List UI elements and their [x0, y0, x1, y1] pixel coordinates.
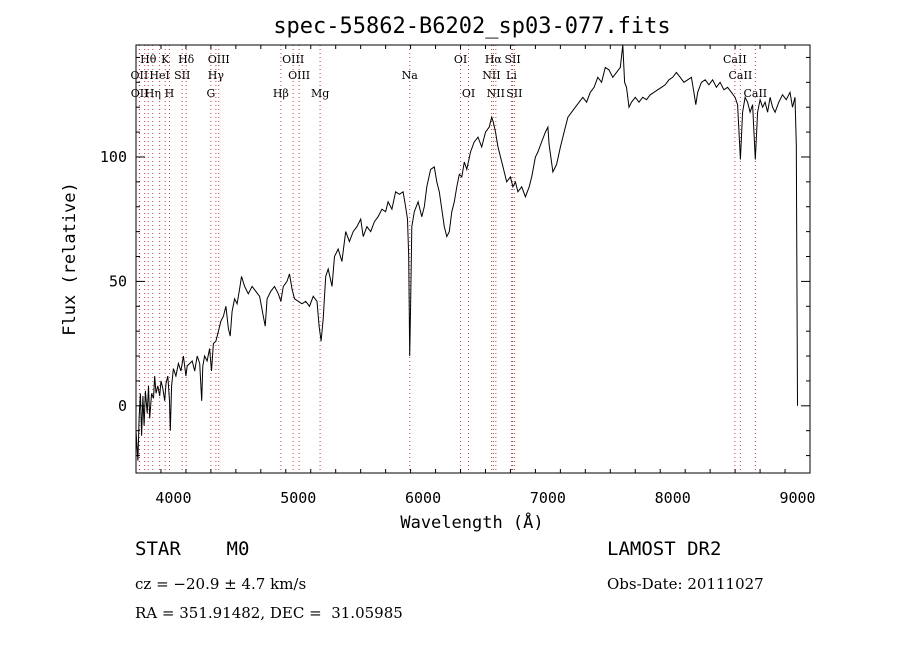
- redshift-velocity: cz = −20.9 ± 4.7 km/s: [135, 575, 307, 593]
- line-label: SII: [506, 87, 522, 100]
- x-axis: 4000 5000 6000 7000 8000 9000: [135, 45, 816, 507]
- x-tick-label: 8000: [655, 489, 691, 507]
- line-label: SII: [504, 53, 520, 66]
- chart-title: spec-55862-B6202_sp03-077.fits: [273, 14, 670, 39]
- survey-name: LAMOST DR2: [607, 538, 722, 560]
- line-label: OI: [454, 53, 467, 66]
- line-label: OIII: [208, 53, 230, 66]
- x-axis-label: Wavelength (Å): [400, 511, 543, 533]
- y-axis: 0 50 100: [100, 56, 810, 457]
- line-label: OI: [462, 87, 475, 100]
- line-label: K: [161, 53, 170, 66]
- observation-date: Obs-Date: 20111027: [607, 575, 764, 593]
- sky-coordinates: RA = 351.91482, DEC = 31.05985: [135, 604, 403, 622]
- line-label: Hθ: [140, 53, 157, 66]
- line-label: HeI: [149, 69, 169, 82]
- line-label: Li: [506, 69, 517, 82]
- line-label: CaII: [743, 87, 767, 100]
- x-tick-label: 6000: [405, 489, 441, 507]
- line-label: OIII: [282, 53, 304, 66]
- line-label: Hδ: [178, 53, 195, 66]
- spectrum-line: [135, 44, 798, 461]
- line-label: CaII: [723, 53, 747, 66]
- line-markers: [138, 45, 756, 473]
- y-tick-label: 0: [118, 397, 127, 415]
- spectrum-chart: spec-55862-B6202_sp03-077.fits Hθ K Hδ OIII…: [60, 14, 816, 533]
- line-label: Hα: [485, 53, 503, 66]
- line-label: CaII: [729, 69, 753, 82]
- line-label: OII: [131, 69, 149, 82]
- line-label: OII: [131, 87, 149, 100]
- x-tick-label: 5000: [280, 489, 316, 507]
- y-tick-label: 100: [100, 148, 127, 166]
- x-tick-label: 4000: [155, 489, 191, 507]
- line-label: Na: [402, 69, 419, 82]
- line-label: Hη: [145, 87, 161, 100]
- y-tick-label: 50: [109, 272, 127, 290]
- object-class: STAR M0: [135, 538, 250, 560]
- line-label: H: [165, 87, 175, 100]
- plot-frame: [135, 44, 811, 474]
- line-label: NII: [487, 87, 505, 100]
- line-label: G: [206, 87, 215, 100]
- x-tick-label: 7000: [530, 489, 566, 507]
- line-label: Hγ: [208, 69, 225, 82]
- line-label: OIII: [288, 69, 310, 82]
- line-label: NII: [482, 69, 500, 82]
- x-tick-label: 9000: [779, 489, 815, 507]
- y-axis-label: Flux (relative): [60, 182, 80, 336]
- line-label: Hβ: [273, 87, 289, 100]
- line-label: Mg: [311, 87, 329, 100]
- line-label: SII: [174, 69, 190, 82]
